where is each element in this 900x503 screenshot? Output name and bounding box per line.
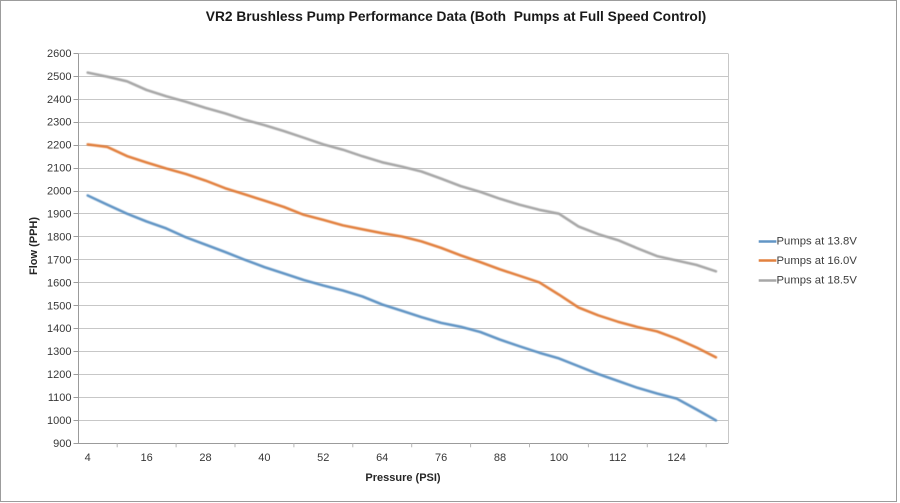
svg-text:2500: 2500 xyxy=(47,71,71,83)
svg-text:1400: 1400 xyxy=(47,323,71,335)
svg-text:64: 64 xyxy=(376,452,388,464)
svg-text:28: 28 xyxy=(199,452,211,464)
svg-text:124: 124 xyxy=(668,452,686,464)
svg-text:40: 40 xyxy=(258,452,270,464)
svg-text:1200: 1200 xyxy=(47,369,71,381)
svg-text:1900: 1900 xyxy=(47,209,71,221)
svg-text:2200: 2200 xyxy=(47,140,71,152)
svg-text:VR2 Brushless Pump Performance: VR2 Brushless Pump Performance Data (Bot… xyxy=(206,9,706,24)
svg-text:4: 4 xyxy=(85,452,91,464)
svg-text:2100: 2100 xyxy=(47,163,71,175)
svg-text:1500: 1500 xyxy=(47,300,71,312)
svg-text:1300: 1300 xyxy=(47,346,71,358)
svg-text:1100: 1100 xyxy=(48,392,72,404)
svg-text:Pressure (PSI): Pressure (PSI) xyxy=(365,472,441,484)
svg-text:1000: 1000 xyxy=(47,415,71,427)
svg-text:2400: 2400 xyxy=(47,94,71,106)
svg-text:2000: 2000 xyxy=(47,186,71,198)
svg-text:100: 100 xyxy=(550,452,568,464)
svg-text:76: 76 xyxy=(435,452,447,464)
svg-text:Pumps at 13.8V: Pumps at 13.8V xyxy=(777,236,858,248)
svg-text:1600: 1600 xyxy=(47,277,71,289)
svg-text:16: 16 xyxy=(140,452,152,464)
svg-text:Flow (PPH): Flow (PPH) xyxy=(28,217,40,275)
svg-text:900: 900 xyxy=(53,438,71,450)
svg-text:88: 88 xyxy=(494,452,506,464)
svg-text:1700: 1700 xyxy=(47,254,71,266)
svg-text:Pumps at 16.0V: Pumps at 16.0V xyxy=(777,255,858,267)
svg-text:112: 112 xyxy=(609,452,627,464)
svg-text:1800: 1800 xyxy=(47,231,71,243)
svg-text:Pumps at 18.5V: Pumps at 18.5V xyxy=(777,275,858,287)
svg-text:2300: 2300 xyxy=(47,117,71,129)
svg-text:2600: 2600 xyxy=(47,48,71,60)
svg-text:52: 52 xyxy=(317,452,329,464)
